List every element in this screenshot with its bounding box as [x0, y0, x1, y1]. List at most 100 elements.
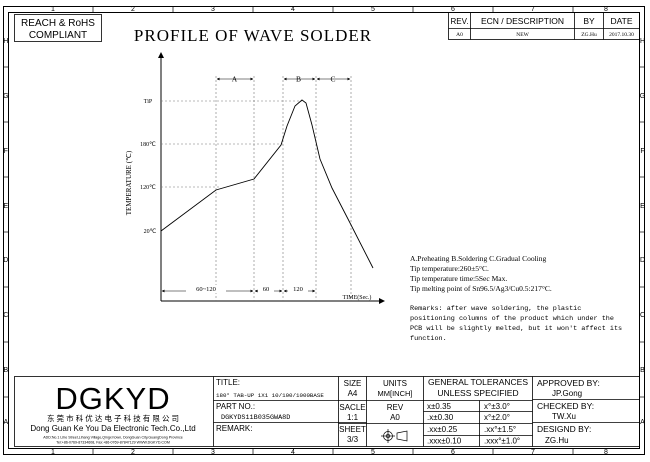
- border-frame: [3, 6, 645, 455]
- border-row-labels: H G F E D C B A H G F E D C B A: [3, 38, 645, 426]
- col-label-top-4: 4: [291, 6, 295, 13]
- zone-label-b: B: [296, 75, 301, 84]
- duration-ramp: 60: [263, 286, 270, 293]
- title-label: TITLE:: [216, 378, 240, 387]
- designed-by-label: DESIGND BY:: [537, 424, 591, 434]
- tolerance-title-2: UNLESS SPECIFIED: [437, 388, 518, 398]
- duration-label-bg-3: [288, 285, 308, 293]
- remarks: Remarks: after wave soldering, the plast…: [410, 305, 622, 343]
- size-label: SIZE: [344, 379, 362, 388]
- col-label-bottom-4: 4: [291, 449, 295, 456]
- x-axis-label: TIME(Sec.): [343, 294, 372, 301]
- rev-value-rev: A0: [456, 32, 463, 38]
- duration-solder: 120: [293, 286, 303, 293]
- title-block: TITLE: 180° TAB-UP 1X1 10/100/1000BASE P…: [216, 377, 600, 446]
- tolerance-angular-2: x°±2.0°: [484, 413, 510, 422]
- temperature-profile-curve: [160, 99, 374, 269]
- tolerance-angular-1: x°±3.0°: [484, 402, 510, 411]
- tolerance-linear-1: x±0.35: [427, 402, 452, 411]
- remark-label: REMARK:: [216, 424, 252, 433]
- scale-label: SACLE: [339, 403, 365, 412]
- col-label-bottom-8: 8: [604, 449, 608, 456]
- revision-block: REV. ECN / DESCRIPTION BY DATE A0 NEW ZG…: [448, 12, 640, 40]
- company-logo: DGKYD: [55, 381, 170, 416]
- col-label-top-6: 6: [451, 6, 455, 13]
- col-label-bottom-7: 7: [531, 449, 535, 456]
- tolerance-angular-4: .xxx°±1.0°: [484, 437, 520, 446]
- zone-label-c: C: [330, 75, 335, 84]
- row-label-right-c: C: [640, 312, 645, 319]
- col-label-bottom-5: 5: [371, 449, 375, 456]
- zone-label-a: A: [232, 75, 238, 84]
- compliance-line-2: COMPLIANT: [29, 30, 87, 41]
- compliance-line-1: REACH & RoHS: [21, 18, 95, 29]
- company-block: DGKYD 东 莞 市 科 优 达 电 子 科 技 有 限 公 司 Dong G…: [30, 381, 195, 445]
- col-label-top-5: 5: [371, 6, 375, 13]
- company-contact: Tel:+86-0769-87334608, Fax:+86-0769-8784…: [56, 441, 170, 445]
- y-axis-label: TEMPERATURE (℃): [125, 150, 133, 215]
- tolerance-angular-3: .xx°±1.5°: [484, 425, 516, 434]
- notes-melting-point: Tip melting point of Sn96.5/Ag3/Cu0.5:21…: [410, 284, 552, 293]
- rev-header-ecn: ECN / DESCRIPTION: [481, 16, 564, 26]
- duration-preheat: 60~120: [196, 286, 216, 293]
- approved-by-value: JP.Gong: [552, 389, 582, 398]
- part-no-value: DGKYDS11B035GWA8D: [221, 414, 290, 422]
- col-label-top-1: 1: [51, 6, 55, 13]
- row-label-left-a: A: [3, 419, 8, 426]
- y-level-180: 180℃: [140, 142, 156, 148]
- col-label-bottom-3: 3: [211, 449, 215, 456]
- drawing-title: PROFILE OF WAVE SOLDER: [134, 26, 372, 45]
- remarks-line-2: positioning columns of the product which…: [410, 315, 614, 323]
- compliance-box: REACH & RoHS COMPLIANT: [14, 14, 102, 42]
- approved-by-label: APPROVED BY:: [537, 378, 600, 388]
- projection-symbol-icon: [381, 429, 408, 443]
- rev-value: A0: [390, 413, 400, 422]
- company-name-en: Dong Guan Ke You Da Electronic Tech.Co.,…: [30, 424, 195, 433]
- duration-label-bg-1: [186, 285, 226, 293]
- row-label-right-d: D: [640, 257, 645, 264]
- title-value: 180° TAB-UP 1X1 10/100/1000BASE: [216, 392, 324, 399]
- rev-header-rev: REV.: [451, 17, 469, 26]
- row-label-right-b: B: [640, 367, 645, 374]
- y-level-20: 20℃: [144, 229, 157, 235]
- row-label-right-g: G: [640, 93, 645, 100]
- rev-label: REV: [387, 403, 404, 412]
- row-label-left-c: C: [3, 312, 8, 319]
- tolerance-linear-2: .x±0.30: [427, 413, 454, 422]
- border-ticks: [3, 6, 645, 455]
- title-block-frame: [14, 376, 640, 447]
- rev-value-by: ZG.Hu: [581, 32, 597, 38]
- designed-by-value: ZG.Hu: [545, 436, 569, 445]
- units-value: MM[INCH]: [378, 389, 413, 398]
- rev-header-by: BY: [583, 16, 595, 26]
- row-label-left-e: E: [3, 203, 8, 210]
- checked-by-label: CHECKED BY:: [537, 401, 594, 411]
- duration-label-bg-2: [258, 285, 274, 293]
- row-label-left-h: H: [3, 38, 8, 45]
- col-label-top-8: 8: [604, 6, 608, 13]
- size-value: A4: [348, 389, 358, 398]
- remarks-line-1: Remarks: after wave soldering, the plast…: [410, 305, 581, 313]
- sheet-label: SHEET: [339, 425, 366, 434]
- company-name-cn: 东 莞 市 科 优 达 电 子 科 技 有 限 公 司: [47, 413, 179, 423]
- part-no-label: PART NO.:: [216, 402, 255, 411]
- notes: A.Preheating B.Soldering C.Gradual Cooli…: [410, 254, 552, 293]
- col-label-top-2: 2: [131, 6, 135, 13]
- row-label-left-b: B: [3, 367, 8, 374]
- border-column-labels: 1 2 3 4 5 6 7 8 1 2 3 4 5 6 7 8: [51, 6, 608, 456]
- col-label-bottom-2: 2: [131, 449, 135, 456]
- col-label-bottom-1: 1: [51, 449, 55, 456]
- rev-header-date: DATE: [610, 16, 632, 26]
- row-label-right-a: A: [640, 419, 645, 426]
- sheet-value: 3/3: [347, 435, 359, 444]
- checked-by-value: TW.Xu: [552, 412, 576, 421]
- units-label: UNITS: [383, 379, 407, 388]
- rev-value-date: 2017.10.30: [609, 32, 634, 38]
- scale-value: 1:1: [347, 413, 359, 422]
- col-label-top-7: 7: [531, 6, 535, 13]
- remarks-line-4: function.: [410, 335, 447, 343]
- tolerance-linear-3: .xx±0.25: [427, 425, 458, 434]
- notes-tip-temperature: Tip temperature:260±5°C.: [410, 264, 489, 273]
